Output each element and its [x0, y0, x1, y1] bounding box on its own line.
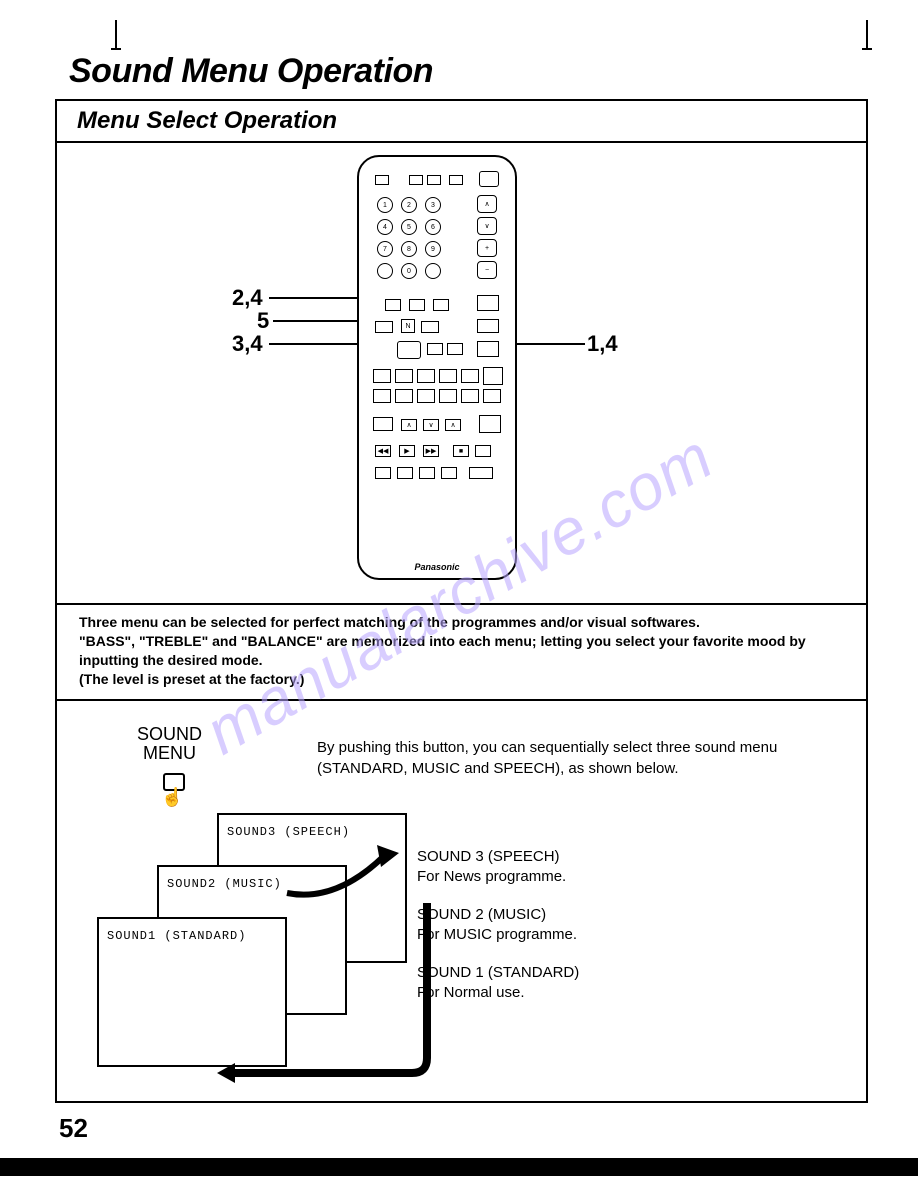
remote-brand: Panasonic — [359, 562, 515, 572]
mode-3-block: SOUND 3 (SPEECH) For News programme. — [417, 847, 566, 888]
mode-1-desc: For Normal use. — [417, 983, 579, 1003]
description-box: Three menu can be selected for perfect m… — [57, 603, 866, 701]
desc-line-3: (The level is preset at the factory.) — [79, 670, 850, 689]
mode-2-desc: For MUSIC programme. — [417, 925, 577, 945]
bottom-black-bar — [0, 1158, 918, 1176]
callout-left-3: 3,4 — [232, 331, 263, 357]
sound-menu-label: SOUND MENU — [137, 725, 202, 765]
push-description: By pushing this button, you can sequenti… — [317, 737, 846, 779]
desc-line-1: Three menu can be selected for perfect m… — [79, 613, 850, 632]
hand-icon: ☝ — [161, 787, 183, 808]
desc-line-2: "BASS", "TREBLE" and "BALANCE" are memor… — [79, 632, 850, 670]
mode-1-block: SOUND 1 (STANDARD) For Normal use. — [417, 963, 579, 1004]
lower-diagram-area: SOUND MENU ☝ By pushing this button, you… — [57, 701, 866, 1101]
page-title: Sound Menu Operation — [69, 52, 868, 91]
remote-diagram-area: 2,4 5 3,4 1,4 1 2 — [57, 143, 866, 603]
page-number: 52 — [59, 1113, 868, 1144]
mode-2-block: SOUND 2 (MUSIC) For MUSIC programme. — [417, 905, 577, 946]
mode-2-title: SOUND 2 (MUSIC) — [417, 905, 577, 925]
page-top-stubs — [55, 20, 868, 50]
arrow-up-icon — [277, 833, 427, 913]
mode-1-title: SOUND 1 (STANDARD) — [417, 963, 579, 983]
arrow-loop-icon — [207, 903, 447, 1093]
mode-3-desc: For News programme. — [417, 867, 566, 887]
remote-illustration: 1 2 3 ∧ 4 5 6 ∨ 7 8 9 + 0 − — [357, 155, 517, 580]
callout-right-1: 1,4 — [587, 331, 618, 357]
content-frame: Menu Select Operation 2,4 5 3,4 1,4 — [55, 99, 868, 1103]
section-title: Menu Select Operation — [57, 101, 866, 143]
sound-cards-stack: SOUND3 (SPEECH) SOUND2 (MUSIC) SOUND1 (S… — [97, 813, 397, 1073]
mode-3-title: SOUND 3 (SPEECH) — [417, 847, 566, 867]
